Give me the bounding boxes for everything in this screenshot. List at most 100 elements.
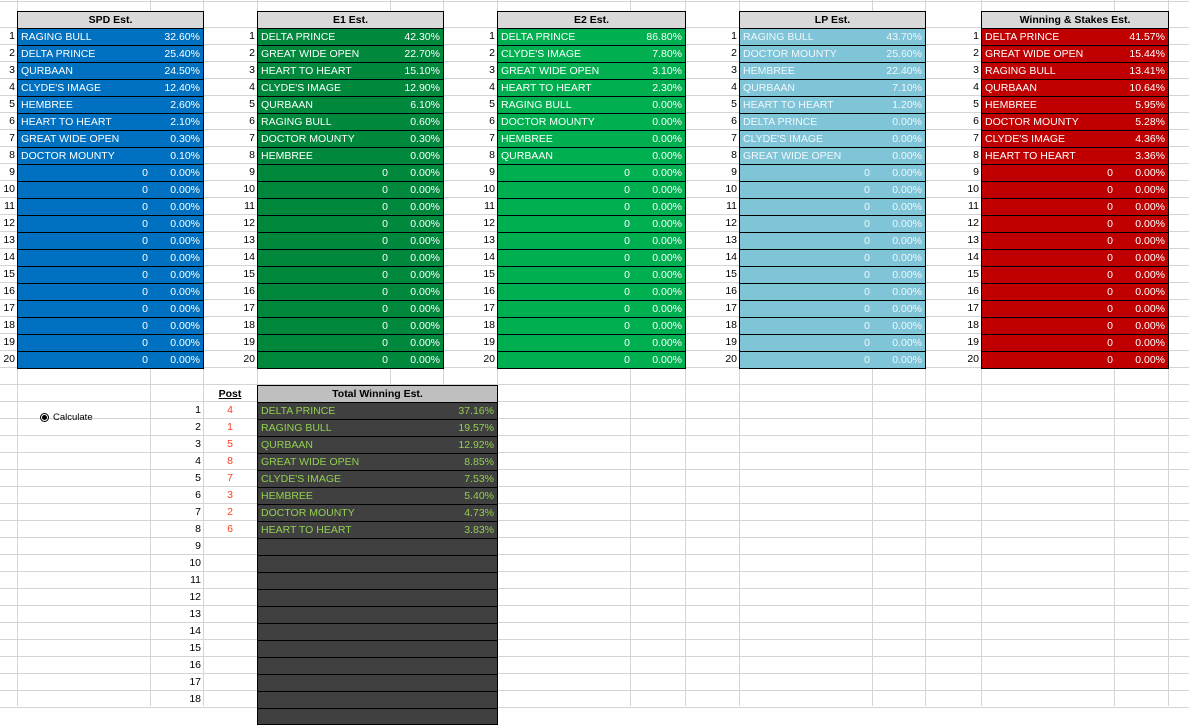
e2-row[interactable]: 0 0.00% [498, 352, 685, 369]
e1-row[interactable]: 0 0.00% [258, 335, 443, 352]
lp-row[interactable]: CLYDE'S IMAGE 0.00% [740, 131, 925, 148]
e1-row[interactable]: 0 0.00% [258, 284, 443, 301]
lp-row[interactable]: 0 0.00% [740, 284, 925, 301]
spd-row[interactable]: 0 0.00% [18, 216, 203, 233]
lp-row[interactable]: DOCTOR MOUNTY 25.60% [740, 46, 925, 63]
ws-row[interactable]: 0 0.00% [982, 352, 1168, 369]
spd-row[interactable]: CLYDE'S IMAGE 12.40% [18, 80, 203, 97]
ws-row[interactable]: 0 0.00% [982, 284, 1168, 301]
lp-row[interactable]: 0 0.00% [740, 352, 925, 369]
ws-row[interactable]: 0 0.00% [982, 267, 1168, 284]
ws-row[interactable]: 0 0.00% [982, 233, 1168, 250]
ws-row[interactable]: QURBAAN 10.64% [982, 80, 1168, 97]
total-row[interactable]: HEART TO HEART 3.83% [258, 522, 497, 539]
e1-row[interactable]: 0 0.00% [258, 301, 443, 318]
spd-row[interactable]: 0 0.00% [18, 267, 203, 284]
spd-row[interactable]: 0 0.00% [18, 250, 203, 267]
e2-row[interactable]: DOCTOR MOUNTY 0.00% [498, 114, 685, 131]
lp-row[interactable]: QURBAAN 7.10% [740, 80, 925, 97]
lp-row[interactable]: 0 0.00% [740, 250, 925, 267]
ws-row[interactable]: GREAT WIDE OPEN 15.44% [982, 46, 1168, 63]
total-row[interactable] [258, 692, 497, 709]
e2-row[interactable]: 0 0.00% [498, 335, 685, 352]
lp-row[interactable]: GREAT WIDE OPEN 0.00% [740, 148, 925, 165]
e2-row[interactable]: DELTA PRINCE 86.80% [498, 29, 685, 46]
e2-row[interactable]: 0 0.00% [498, 165, 685, 182]
e2-row[interactable]: 0 0.00% [498, 216, 685, 233]
e2-row[interactable]: 0 0.00% [498, 250, 685, 267]
e1-row[interactable]: RAGING BULL 0.60% [258, 114, 443, 131]
e2-row[interactable]: 0 0.00% [498, 199, 685, 216]
e2-row[interactable]: 0 0.00% [498, 301, 685, 318]
total-row[interactable] [258, 658, 497, 675]
lp-row[interactable]: HEART TO HEART 1.20% [740, 97, 925, 114]
e1-row[interactable]: HEMBREE 0.00% [258, 148, 443, 165]
e2-row[interactable]: 0 0.00% [498, 284, 685, 301]
spd-row[interactable]: 0 0.00% [18, 318, 203, 335]
lp-row[interactable]: DELTA PRINCE 0.00% [740, 114, 925, 131]
total-row[interactable]: CLYDE'S IMAGE 7.53% [258, 471, 497, 488]
ws-row[interactable]: 0 0.00% [982, 199, 1168, 216]
spd-row[interactable]: HEART TO HEART 2.10% [18, 114, 203, 131]
calculate-radio[interactable]: Calculate [40, 412, 93, 423]
ws-row[interactable]: DOCTOR MOUNTY 5.28% [982, 114, 1168, 131]
spd-row[interactable]: 0 0.00% [18, 284, 203, 301]
total-row[interactable] [258, 624, 497, 641]
total-row[interactable]: DELTA PRINCE 37.16% [258, 403, 497, 420]
total-row[interactable] [258, 590, 497, 607]
e2-row[interactable]: 0 0.00% [498, 318, 685, 335]
spd-row[interactable]: 0 0.00% [18, 199, 203, 216]
lp-row[interactable]: 0 0.00% [740, 233, 925, 250]
spd-row[interactable]: QURBAAN 24.50% [18, 63, 203, 80]
total-row[interactable] [258, 573, 497, 590]
ws-row[interactable]: 0 0.00% [982, 250, 1168, 267]
ws-row[interactable]: 0 0.00% [982, 165, 1168, 182]
ws-row[interactable]: DELTA PRINCE 41.57% [982, 29, 1168, 46]
ws-row[interactable]: HEART TO HEART 3.36% [982, 148, 1168, 165]
e2-row[interactable]: CLYDE'S IMAGE 7.80% [498, 46, 685, 63]
e1-row[interactable]: DELTA PRINCE 42.30% [258, 29, 443, 46]
lp-row[interactable]: 0 0.00% [740, 199, 925, 216]
lp-row[interactable]: 0 0.00% [740, 335, 925, 352]
spd-row[interactable]: RAGING BULL 32.60% [18, 29, 203, 46]
lp-row[interactable]: 0 0.00% [740, 165, 925, 182]
spd-row[interactable]: DOCTOR MOUNTY 0.10% [18, 148, 203, 165]
spd-row[interactable]: GREAT WIDE OPEN 0.30% [18, 131, 203, 148]
spd-row[interactable]: HEMBREE 2.60% [18, 97, 203, 114]
ws-row[interactable]: 0 0.00% [982, 318, 1168, 335]
spd-row[interactable]: 0 0.00% [18, 165, 203, 182]
e2-row[interactable]: 0 0.00% [498, 233, 685, 250]
radio-selected-icon[interactable] [40, 413, 49, 422]
spd-row[interactable]: 0 0.00% [18, 182, 203, 199]
lp-row[interactable]: 0 0.00% [740, 216, 925, 233]
e1-row[interactable]: 0 0.00% [258, 216, 443, 233]
e1-row[interactable]: 0 0.00% [258, 199, 443, 216]
lp-row[interactable]: HEMBREE 22.40% [740, 63, 925, 80]
ws-row[interactable]: 0 0.00% [982, 335, 1168, 352]
ws-row[interactable]: 0 0.00% [982, 301, 1168, 318]
lp-row[interactable]: RAGING BULL 43.70% [740, 29, 925, 46]
ws-row[interactable]: RAGING BULL 13.41% [982, 63, 1168, 80]
e1-row[interactable]: 0 0.00% [258, 267, 443, 284]
spd-row[interactable]: 0 0.00% [18, 352, 203, 369]
e1-row[interactable]: 0 0.00% [258, 318, 443, 335]
total-row[interactable]: RAGING BULL 19.57% [258, 420, 497, 437]
total-row[interactable]: DOCTOR MOUNTY 4.73% [258, 505, 497, 522]
e2-row[interactable]: GREAT WIDE OPEN 3.10% [498, 63, 685, 80]
e1-row[interactable]: QURBAAN 6.10% [258, 97, 443, 114]
total-row[interactable] [258, 539, 497, 556]
ws-row[interactable]: HEMBREE 5.95% [982, 97, 1168, 114]
total-row[interactable]: HEMBREE 5.40% [258, 488, 497, 505]
ws-row[interactable]: 0 0.00% [982, 182, 1168, 199]
e2-row[interactable]: HEMBREE 0.00% [498, 131, 685, 148]
spd-row[interactable]: 0 0.00% [18, 233, 203, 250]
e1-row[interactable]: 0 0.00% [258, 352, 443, 369]
e1-row[interactable]: DOCTOR MOUNTY 0.30% [258, 131, 443, 148]
total-row[interactable] [258, 641, 497, 658]
e1-row[interactable]: GREAT WIDE OPEN 22.70% [258, 46, 443, 63]
e2-row[interactable]: 0 0.00% [498, 182, 685, 199]
lp-row[interactable]: 0 0.00% [740, 267, 925, 284]
e1-row[interactable]: HEART TO HEART 15.10% [258, 63, 443, 80]
total-row[interactable]: QURBAAN 12.92% [258, 437, 497, 454]
e1-row[interactable]: 0 0.00% [258, 250, 443, 267]
